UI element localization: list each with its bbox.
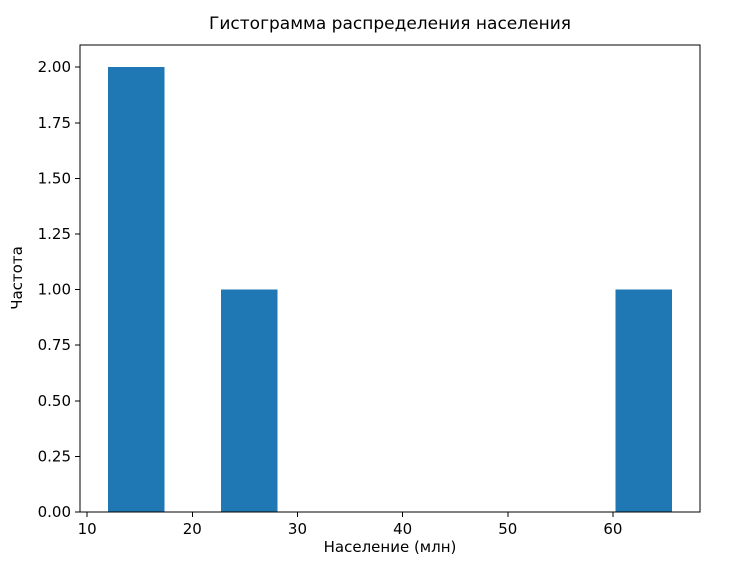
histogram-bar [615,289,672,512]
x-tick-label: 30 [288,520,307,538]
y-tick-label: 0.00 [38,503,71,521]
axes-border [79,44,701,513]
y-tick-label: 0.75 [38,336,71,354]
y-tick-label: 1.00 [38,281,71,299]
x-tick-label: 20 [183,520,202,538]
histogram-bar [108,67,165,512]
histogram-bar [220,289,278,512]
x-tick-label: 10 [78,520,97,538]
y-tick-label: 1.75 [38,114,71,132]
y-tick-label: 1.50 [38,169,71,187]
y-tick-label: 0.50 [38,392,71,410]
chart-title: Гистограмма распределения населения [209,14,571,34]
y-tick-label: 2.00 [38,58,71,76]
x-tick-label: 40 [393,520,412,538]
x-tick-label: 50 [498,520,517,538]
y-tick-label: 1.25 [38,225,71,243]
y-axis-label: Частота [8,246,26,310]
y-tick-label: 0.25 [38,447,71,465]
x-tick-label: 60 [603,520,622,538]
x-axis-label: Население (млн) [323,538,457,556]
